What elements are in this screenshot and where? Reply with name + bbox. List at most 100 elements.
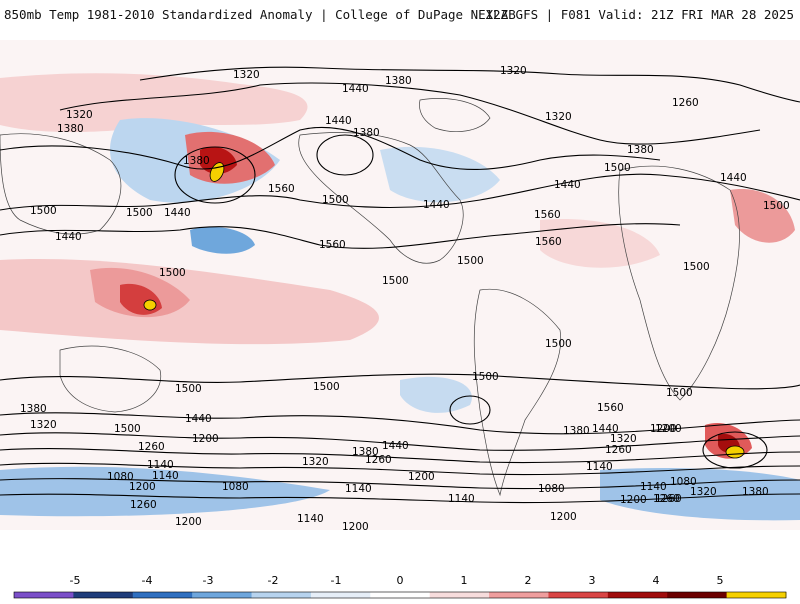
contour-label: 1260: [130, 499, 157, 511]
contour-label: 1320: [500, 65, 527, 77]
colorbar-tick: -5: [70, 574, 81, 587]
colorbar-tick: -3: [203, 574, 214, 587]
colorbar-tick: -1: [331, 574, 342, 587]
contour-label: 1140: [640, 481, 667, 493]
colorbar-border: [13, 591, 787, 599]
contour-label: 1140: [147, 459, 174, 471]
colorbar-tick: 5: [717, 574, 724, 587]
contour-label: 1500: [683, 261, 710, 273]
contour-label: 1320: [545, 111, 572, 123]
colorbar-tick: 0: [397, 574, 404, 587]
contour-label: 1140: [345, 483, 372, 495]
contour-label: 1320: [302, 456, 329, 468]
colorbar-swatch: [726, 592, 787, 598]
extreme-anomaly-spots: [143, 162, 745, 459]
contour-1320-south: [0, 448, 800, 464]
contour-1200-south: [0, 478, 800, 490]
shade-cold-aleutian: [190, 226, 255, 254]
colorbar-tick: 3: [589, 574, 596, 587]
contour-label: 1500: [175, 383, 202, 395]
shade-cold-namerica: [380, 146, 500, 203]
colorbar-swatch: [667, 592, 728, 598]
coastlines: [0, 98, 740, 497]
contour-label: 1320: [30, 419, 57, 431]
contour-label: 1200: [192, 433, 219, 445]
map-title: 850mb Temp 1981-2010 Standardized Anomal…: [4, 7, 516, 22]
contour-label: 1500: [604, 162, 631, 174]
shade-hot-alaska: [200, 146, 237, 175]
shade-warm-atlantic: [540, 219, 660, 268]
coast-north-america: [298, 132, 464, 264]
height-contours: [0, 66, 800, 504]
colorbar-swatch: [548, 592, 609, 598]
contour-label: 1200: [129, 481, 156, 493]
colorbar-tick: 2: [525, 574, 532, 587]
contour-label: 1500: [472, 371, 499, 383]
contour-label: 1440: [554, 179, 581, 191]
contour-label: 1380: [57, 123, 84, 135]
contour-label: 1380: [563, 425, 590, 437]
contour-1320-north: [139, 66, 800, 103]
contour-1260-south: [0, 462, 800, 476]
contour-label: 1380: [627, 144, 654, 156]
contour-label: 1440: [55, 231, 82, 243]
contour-label: 1200: [650, 423, 677, 435]
contour-label: 1200: [550, 511, 577, 523]
contour-label: 1380: [183, 155, 210, 167]
contour-label: 1440: [423, 199, 450, 211]
contour-label: 1200: [620, 494, 647, 506]
colorbar-swatch: [73, 592, 134, 598]
contour-label: 1500: [30, 205, 57, 217]
contour-label: 1560: [535, 236, 562, 248]
contour-label: 1380: [385, 75, 412, 87]
contour-label: 1200: [655, 423, 682, 435]
colorbar-swatch: [489, 592, 549, 598]
coast-asia: [0, 133, 122, 235]
contour-label: 1500: [545, 338, 572, 350]
contour-1440-north: [0, 126, 661, 170]
contour-label: 1320: [66, 109, 93, 121]
colorbar-swatch: [607, 592, 668, 598]
contour-label: 1500: [114, 423, 141, 435]
colorbar-svg: -5 -4 -3 -2 -1 0 1 2 3 4 5: [13, 574, 787, 599]
contour-label: 1440: [382, 440, 409, 452]
contour-label: 1080: [670, 476, 697, 488]
colorbar-tick: -4: [142, 574, 153, 587]
spot-maritime: [143, 299, 157, 311]
colorbar-tick-labels: -5 -4 -3 -2 -1 0 1 2 3 4 5: [70, 574, 724, 587]
colorbar-swatch: [429, 592, 490, 598]
contour-low-alaska: [174, 146, 256, 204]
contour-label: 1260: [605, 444, 632, 456]
contour-label: 1440: [325, 115, 352, 127]
contour-label: 1260: [655, 493, 682, 505]
colorbar: -5 -4 -3 -2 -1 0 1 2 3 4 5: [0, 570, 800, 600]
contour-label: 1380: [20, 403, 47, 415]
contour-label: 1440: [164, 207, 191, 219]
contour-label: 1080: [538, 483, 565, 495]
contour-label: 1260: [672, 97, 699, 109]
shade-cold-southpac: [400, 376, 472, 413]
contour-label: 1260: [653, 493, 680, 505]
contour-1500-south: [0, 373, 800, 390]
contour-1560-mid: [0, 223, 681, 249]
shade-warm-arabia: [730, 189, 795, 243]
colorbar-swatch: [310, 592, 371, 598]
colorbar-tick: -2: [268, 574, 279, 587]
contour-label: 1200: [342, 521, 369, 530]
colorbar-swatch: [132, 592, 193, 598]
contour-label: 1320: [690, 486, 717, 498]
contour-1440-south: [0, 412, 800, 435]
contour-label: 1440: [592, 423, 619, 435]
contour-label: 1440: [342, 83, 369, 95]
contour-label: 1260: [138, 441, 165, 453]
contour-label: 1140: [152, 470, 179, 482]
contour-label: 1140: [297, 513, 324, 525]
contour-high-southatl: [702, 431, 768, 469]
coast-south-america: [473, 288, 562, 497]
colorbar-swatches: [13, 591, 787, 599]
colorbar-tick: 1: [461, 574, 468, 587]
contour-label: 1560: [597, 402, 624, 414]
contour-label: 1560: [268, 183, 295, 195]
contour-label: 1380: [742, 486, 769, 498]
contour-label: 1500: [159, 267, 186, 279]
